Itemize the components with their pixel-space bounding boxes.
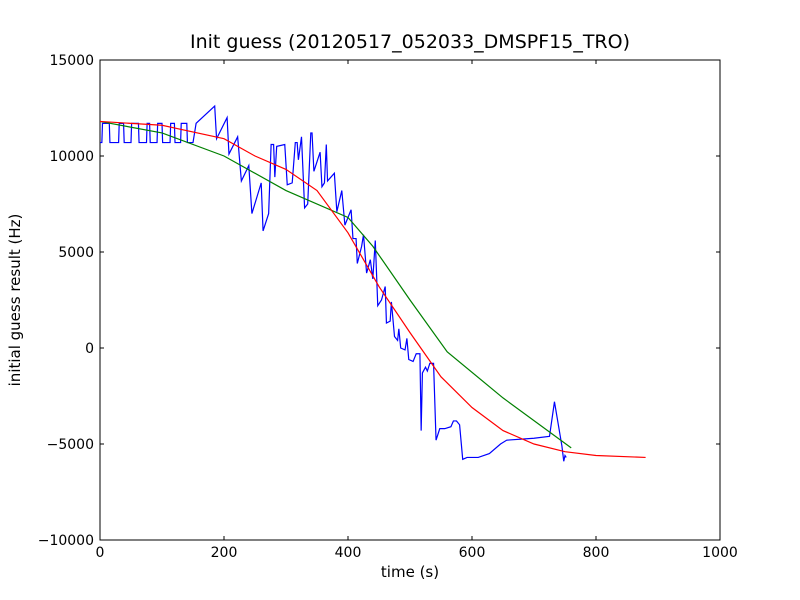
y-tick-label: 5000 bbox=[58, 245, 94, 261]
series-layer bbox=[100, 104, 646, 462]
y-tick-label: −5000 bbox=[47, 437, 94, 453]
y-tick-label: 0 bbox=[85, 341, 94, 357]
x-tick-label: 400 bbox=[335, 545, 362, 561]
chart-title: Init guess (20120517_052033_DMSPF15_TRO) bbox=[190, 31, 630, 53]
x-axis-label: time (s) bbox=[381, 563, 439, 581]
y-tick-label: −10000 bbox=[38, 533, 94, 549]
series-line-1 bbox=[100, 104, 567, 462]
x-tick-label: 600 bbox=[459, 545, 486, 561]
series-line-2 bbox=[100, 120, 572, 449]
x-tick-label: 1000 bbox=[702, 545, 738, 561]
y-axis-label: initial guess result (Hz) bbox=[6, 214, 24, 387]
y-tick-label: 10000 bbox=[49, 149, 94, 165]
ticks-layer: 0 200 400 600 800 1000 −10000 −5000 0 5000 10000 15… bbox=[38, 53, 738, 561]
x-tick-label: 800 bbox=[583, 545, 610, 561]
x-tick-label: 0 bbox=[96, 545, 105, 561]
series-line-3 bbox=[100, 120, 646, 459]
x-tick-label: 200 bbox=[211, 545, 238, 561]
y-tick-label: 15000 bbox=[49, 53, 94, 69]
